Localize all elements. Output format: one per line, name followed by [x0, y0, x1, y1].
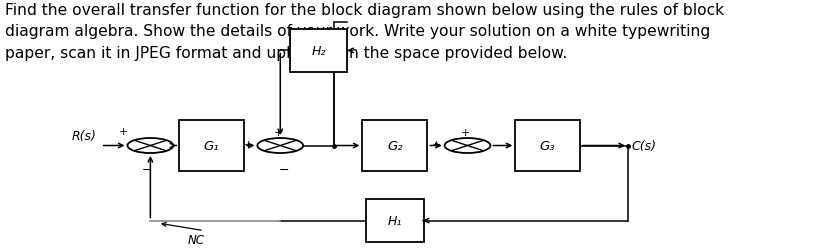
Text: G₂: G₂ — [387, 139, 403, 152]
Text: +: + — [244, 140, 253, 150]
Text: G₁: G₁ — [204, 139, 219, 152]
Text: −: − — [279, 163, 289, 176]
Text: −: − — [141, 163, 152, 176]
Text: +: + — [119, 126, 128, 136]
Bar — [367, 200, 424, 242]
Text: +: + — [274, 127, 283, 137]
Text: C(s): C(s) — [632, 139, 657, 152]
Text: H₁: H₁ — [388, 214, 402, 227]
Text: +: + — [431, 140, 440, 150]
Text: Find the overall transfer function for the block diagram shown below using the r: Find the overall transfer function for t… — [5, 3, 724, 60]
Circle shape — [445, 138, 490, 153]
Bar — [289, 30, 347, 72]
Text: R(s): R(s) — [72, 130, 96, 142]
Circle shape — [128, 138, 174, 153]
Text: NC: NC — [188, 233, 205, 246]
Text: H₂: H₂ — [311, 45, 326, 58]
Bar — [179, 121, 244, 171]
Bar — [362, 121, 427, 171]
Text: +: + — [461, 127, 470, 137]
Circle shape — [258, 138, 303, 153]
Text: G₃: G₃ — [539, 139, 555, 152]
Bar — [515, 121, 581, 171]
